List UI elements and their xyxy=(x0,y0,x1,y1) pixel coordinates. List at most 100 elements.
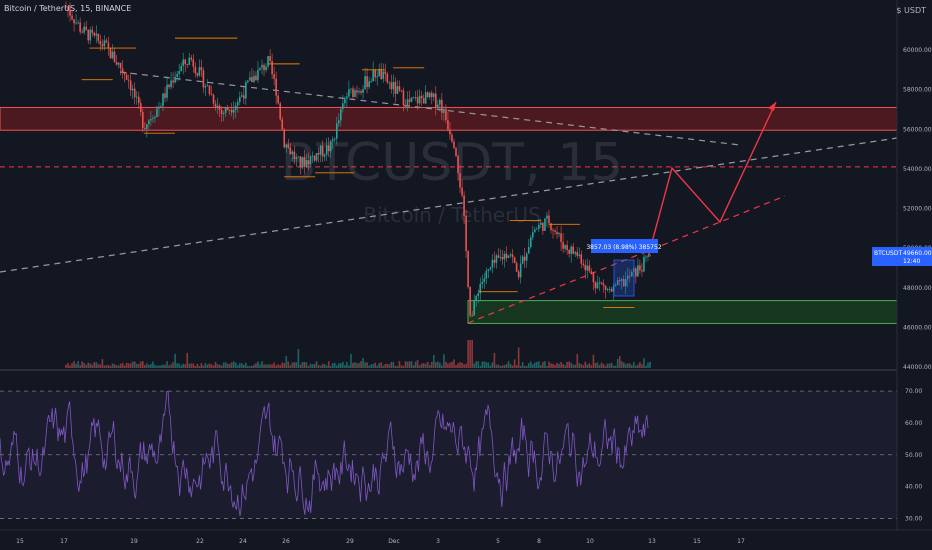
volume-bar xyxy=(265,364,267,368)
candle-body xyxy=(594,282,597,289)
volume-bar xyxy=(463,364,465,368)
candle-body xyxy=(81,31,83,33)
volume-bar xyxy=(218,364,221,368)
volume-bar xyxy=(574,364,577,368)
candle-body xyxy=(226,107,229,111)
volume-bar xyxy=(346,361,348,368)
candle-body xyxy=(461,187,463,196)
candle-body xyxy=(279,103,282,120)
volume-bar xyxy=(380,362,383,368)
rsi-line xyxy=(0,390,649,517)
candle-body xyxy=(481,281,484,284)
volume-bar xyxy=(641,364,643,368)
time-tick-label: 17 xyxy=(737,538,745,545)
candle-body xyxy=(148,120,150,125)
candle-body xyxy=(366,76,368,88)
time-axis[interactable] xyxy=(0,530,932,550)
volume-bar xyxy=(499,365,502,368)
volume-bar xyxy=(390,361,393,368)
channel-trendline[interactable] xyxy=(467,195,786,324)
candle-body xyxy=(538,224,540,229)
volume-bar xyxy=(473,363,475,368)
volume-bar xyxy=(125,362,128,368)
candle-body xyxy=(376,76,378,78)
volume-bar xyxy=(335,365,338,368)
candle-body xyxy=(202,70,205,88)
measure-box[interactable] xyxy=(613,259,635,297)
candle-body xyxy=(283,129,286,148)
candle-body xyxy=(580,254,583,264)
candle-body xyxy=(156,108,158,117)
volume-bar xyxy=(582,365,585,368)
candle-body xyxy=(144,128,146,130)
volume-bars xyxy=(65,340,651,368)
volume-bar xyxy=(325,365,328,368)
volume-bar xyxy=(186,352,189,368)
candle-body xyxy=(424,92,427,104)
volume-bar xyxy=(487,362,490,368)
candle-body xyxy=(307,160,310,165)
candle-body xyxy=(93,32,96,36)
volume-bar xyxy=(422,363,425,368)
candle-body xyxy=(297,156,300,158)
watermark-name: Bitcoin / TetherUS xyxy=(363,203,541,227)
support-zone[interactable] xyxy=(467,300,898,324)
volume-bar xyxy=(358,362,360,368)
candle-body xyxy=(196,73,199,76)
candle-body xyxy=(590,271,593,274)
volume-bar xyxy=(91,364,94,368)
candle-body xyxy=(123,72,126,75)
rsi-tick-label: 50.00 xyxy=(905,452,922,459)
candle-body xyxy=(616,280,619,286)
volume-bar xyxy=(388,364,391,368)
volume-bar xyxy=(301,362,304,368)
price-tick-label: 52000.00 xyxy=(903,206,932,213)
volume-bar xyxy=(327,361,330,368)
candle-body xyxy=(620,279,623,282)
volume-bar xyxy=(200,363,203,368)
candle-body xyxy=(83,26,85,33)
volume-bar xyxy=(202,365,205,368)
volume-bar xyxy=(146,363,148,368)
projection-path[interactable] xyxy=(647,101,777,258)
candle-body xyxy=(269,56,271,62)
volume-bar xyxy=(111,363,114,368)
ascending-trendline[interactable] xyxy=(0,137,898,273)
rsi-tick-label: 40.00 xyxy=(905,484,922,491)
volume-bar xyxy=(437,361,439,368)
volume-bar xyxy=(461,362,463,368)
candle-body xyxy=(439,99,441,105)
candle-body xyxy=(174,76,176,83)
volume-bar xyxy=(307,365,310,368)
candle-body xyxy=(192,59,195,67)
volume-bar xyxy=(602,363,605,368)
price-tick-label: 58000.00 xyxy=(903,87,932,94)
candle-body xyxy=(531,232,534,238)
volume-bar xyxy=(192,363,195,368)
candle-body xyxy=(643,256,645,272)
candle-body xyxy=(338,120,340,124)
time-tick-label: 22 xyxy=(196,538,204,545)
volume-bar xyxy=(144,364,146,368)
volume-bar xyxy=(362,357,364,368)
volume-bar xyxy=(509,363,512,368)
candle-body xyxy=(463,195,465,216)
candle-body xyxy=(455,147,457,157)
candle-body xyxy=(398,86,401,91)
candle-body xyxy=(465,215,467,252)
descending-trendline[interactable] xyxy=(119,71,741,146)
volume-bar xyxy=(608,363,611,368)
candle-body xyxy=(412,97,415,99)
volume-bar xyxy=(204,363,207,368)
volume-bar xyxy=(578,363,581,368)
candle-body xyxy=(204,86,207,88)
volume-bar xyxy=(451,361,453,368)
candle-body xyxy=(259,67,261,70)
candle-body xyxy=(479,283,482,294)
candle-body xyxy=(340,109,342,121)
candle-body xyxy=(190,57,193,60)
volume-bar xyxy=(606,363,609,368)
candle-body xyxy=(631,272,633,277)
time-tick-label: 26 xyxy=(282,538,290,545)
